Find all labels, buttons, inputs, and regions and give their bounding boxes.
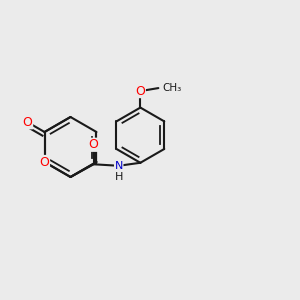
Text: O: O (135, 85, 145, 98)
Text: CH₃: CH₃ (163, 83, 182, 93)
Text: O: O (40, 155, 50, 169)
Text: H: H (115, 172, 123, 182)
Text: O: O (89, 138, 99, 151)
Text: N: N (115, 161, 123, 171)
Text: O: O (23, 116, 33, 129)
